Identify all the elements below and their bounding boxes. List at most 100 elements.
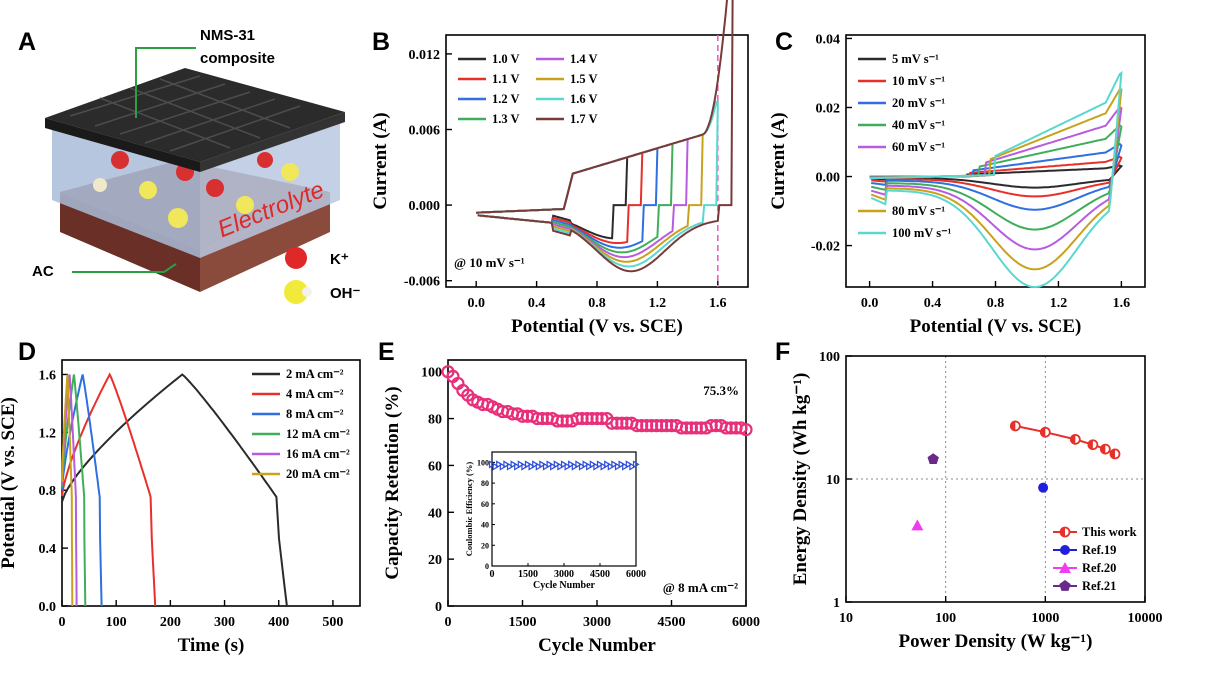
legend-label: 1.6 V xyxy=(570,92,598,106)
coulombic-point xyxy=(557,462,565,471)
chart-b: 0.0 0.4 0.8 1.2 1.6 -0.006 0.000 0.006 0.012 Pote… xyxy=(370,0,749,337)
y-axis-label: Capacity Retention (%) xyxy=(382,386,403,579)
legend-label: 1.2 V xyxy=(492,92,520,106)
x-tick-label: 1000 xyxy=(1031,611,1059,626)
nms-cloth xyxy=(45,68,345,172)
gcd-curve-1 xyxy=(61,372,157,607)
oh-ion-legend-label: OH⁻ xyxy=(330,285,361,302)
x-tick-label: 3000 xyxy=(583,615,611,630)
y-axis-label: Current (A) xyxy=(370,112,391,209)
y-tick-label: 80 xyxy=(428,413,442,428)
chart-c: 0.0 0.4 0.8 1.2 1.6 -0.02 0.00 0.02 0.04 Potentia… xyxy=(768,32,1146,337)
legend-marker xyxy=(1059,562,1071,573)
cv-curve-17V xyxy=(476,0,734,273)
gcd-curve-5 xyxy=(61,374,74,607)
coulombic-point xyxy=(560,460,568,469)
coulombic-point xyxy=(535,462,543,471)
coulombic-point xyxy=(506,462,514,471)
y-tick-label: 1 xyxy=(833,596,840,611)
legend-label: 80 mV s⁻¹ xyxy=(892,204,945,218)
panel-b-label: B xyxy=(372,28,390,56)
inset-y-tick-label: 60 xyxy=(481,500,489,509)
x-tick-label: 1.2 xyxy=(1050,296,1068,311)
legend-label: 4 mA cm⁻² xyxy=(286,387,344,401)
legend-label: Ref.19 xyxy=(1082,543,1116,557)
x-tick-label: 100 xyxy=(935,611,956,626)
x-tick-label: 500 xyxy=(322,615,343,630)
y-axis-label: Potential (V vs. SCE) xyxy=(0,397,19,569)
coulombic-point xyxy=(550,462,557,471)
coulombic-point xyxy=(514,462,521,471)
x-axis-label: Cycle Number xyxy=(538,635,656,656)
y-tick-label: 0.8 xyxy=(39,484,57,499)
legend-label: 1.0 V xyxy=(492,52,520,66)
y-tick-label: 1.6 xyxy=(39,368,57,383)
panel-f-label: F xyxy=(775,338,790,366)
x-tick-label: 4500 xyxy=(658,615,686,630)
inset-frame xyxy=(491,451,637,567)
ragone-point-0 xyxy=(1039,426,1051,438)
panel-d-label: D xyxy=(18,338,36,366)
coulombic-point xyxy=(546,460,554,469)
coulombic-point xyxy=(622,462,629,471)
y-tick-label: 20 xyxy=(428,553,442,568)
legend-label: 12 mA cm⁻² xyxy=(286,427,350,441)
coulombic-point xyxy=(607,462,615,471)
x-tick-label: 1500 xyxy=(509,615,537,630)
gcd-curve-3 xyxy=(61,374,87,607)
coulombic-point xyxy=(488,460,496,469)
y-tick-label: 0.0 xyxy=(39,600,57,615)
ragone-point-0-half xyxy=(1040,427,1046,437)
gcd-curve-0 xyxy=(61,373,288,607)
nms-pointer-line xyxy=(135,47,196,118)
k-ion-legend-marker xyxy=(285,247,307,269)
coulombic-point xyxy=(510,460,518,469)
x-tick-label: 0.8 xyxy=(588,296,606,311)
legend-label: Ref.21 xyxy=(1082,579,1116,593)
y-tick-label: 40 xyxy=(428,506,442,521)
coulombic-point xyxy=(528,462,536,471)
x-tick-label: 0.4 xyxy=(924,296,942,311)
ragone-point-0-half xyxy=(1010,421,1016,431)
inset-y-tick-label: 40 xyxy=(481,521,489,530)
cv-curve-rate-6 xyxy=(869,70,1123,289)
coulombic-point xyxy=(586,462,593,471)
inset-x-label: Cycle Number xyxy=(533,580,595,591)
x-axis-label: Power Density (W kg⁻¹) xyxy=(899,631,1093,652)
coulombic-point xyxy=(524,460,532,469)
ragone-point-0 xyxy=(1087,439,1099,451)
y-tick-label: -0.02 xyxy=(811,240,840,255)
y-tick-label: 0.02 xyxy=(816,101,841,116)
y-tick-label: 0 xyxy=(435,600,442,615)
nms-label-line2: composite xyxy=(200,50,275,67)
coulombic-point xyxy=(517,460,525,469)
inset-y-tick-label: 20 xyxy=(481,541,489,550)
legend-label: 1.5 V xyxy=(570,72,598,86)
x-tick-label: 200 xyxy=(160,615,181,630)
coulombic-point xyxy=(629,462,637,471)
y-tick-label: 60 xyxy=(428,459,442,474)
chart-d: 0 100 200 300 400 500 0.0 0.4 0.8 1.2 1.6 Time (s) P… xyxy=(0,359,361,656)
x-tick-label: 300 xyxy=(214,615,235,630)
legend-marker xyxy=(1060,545,1070,555)
ragone-point-0-half xyxy=(1100,444,1106,454)
inset-x-tick-label: 4500 xyxy=(590,569,610,580)
x-tick-label: 0 xyxy=(59,615,66,630)
coulombic-point xyxy=(593,462,601,471)
coulombic-point xyxy=(604,460,611,469)
x-tick-label: 0.8 xyxy=(987,296,1005,311)
coulombic-point xyxy=(496,460,503,469)
ragone-point-1 xyxy=(1038,482,1049,493)
coulombic-point xyxy=(575,460,583,469)
legend-marker xyxy=(1059,526,1071,538)
coulombic-point xyxy=(614,462,622,471)
gcd-curve-2 xyxy=(61,374,103,607)
panel-a: A xyxy=(18,27,361,304)
coulombic-point xyxy=(596,460,604,469)
coulombic-point xyxy=(542,462,550,471)
ragone-point-2 xyxy=(911,519,924,531)
legend-marker xyxy=(1059,580,1071,591)
inset-y-label: Coulombic Efficiency (%) xyxy=(464,462,474,557)
